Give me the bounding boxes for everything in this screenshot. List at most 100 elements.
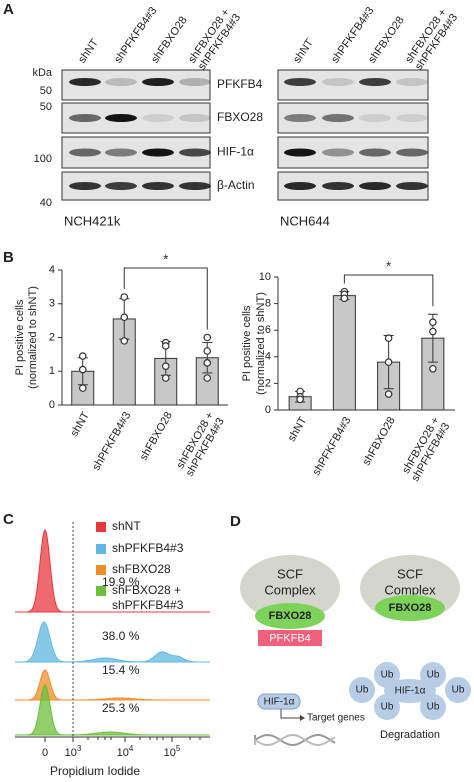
legend-label-line: shNT — [112, 519, 141, 533]
y-tick-label: 6 — [265, 324, 271, 336]
band — [322, 148, 354, 157]
panel-label: B — [3, 249, 14, 266]
protein-label: HIF-1α — [217, 145, 254, 159]
x-tick-label-line: shNT — [286, 415, 310, 444]
x-tick-label-line: shPFKFB4#3 — [90, 410, 133, 473]
band — [142, 182, 174, 190]
data-point — [78, 352, 87, 360]
lane-label: shNT — [291, 37, 316, 66]
lane-label: shFBXO28 — [149, 14, 190, 65]
band — [396, 114, 428, 122]
data-point — [384, 358, 393, 366]
complex-label: Complex — [384, 582, 436, 597]
hif-core — [384, 679, 436, 703]
ubiquitin — [420, 694, 446, 720]
ub-label: Ub — [427, 670, 440, 681]
x-tick-label: shFBXO28 — [360, 415, 397, 468]
protein-label: PFKFB4 — [217, 77, 263, 91]
x-tick-label: 104 — [117, 744, 134, 759]
x-tick-label: shNT — [68, 410, 92, 439]
data-point — [120, 337, 129, 345]
data-point — [120, 313, 129, 322]
size-marker: 100 — [34, 153, 52, 165]
y-axis-label: (normalized to shNT) — [27, 286, 39, 389]
band — [359, 78, 391, 86]
tick-base: 0 — [42, 747, 48, 759]
legend-swatch — [96, 586, 106, 596]
band — [105, 148, 137, 157]
data-point — [161, 342, 170, 350]
target-genes: Target genes — [307, 713, 365, 724]
data-point — [203, 374, 212, 382]
band — [396, 148, 428, 157]
band — [284, 114, 316, 122]
data-point — [296, 395, 304, 404]
band — [322, 182, 354, 190]
scf-complex — [240, 555, 340, 621]
ub-label: Ub — [381, 702, 394, 713]
hif-label: HIF-1α — [395, 686, 426, 697]
ubiquitin — [374, 662, 400, 688]
y-tick-label: 0 — [265, 404, 271, 416]
significance-bracket — [343, 274, 434, 307]
tick-exponent: 4 — [129, 744, 134, 753]
cell-line: NCH421k — [64, 213, 121, 228]
complex-label: SCF — [397, 566, 423, 581]
x-tick-label-line: shNT — [68, 410, 92, 439]
ub-label: Ub — [452, 685, 465, 696]
significance-bracket — [123, 267, 208, 330]
y-tick-label: 10 — [259, 271, 271, 283]
band — [142, 148, 174, 157]
band — [179, 78, 211, 86]
y-axis-label: (normalized to shNT) — [255, 292, 267, 395]
band — [142, 78, 174, 86]
x-tick-label: 105 — [164, 744, 181, 759]
fbxo28 — [375, 595, 445, 621]
x-tick-label: shFBXO28 +shPFKFB4#3 — [173, 410, 226, 479]
gate-percentage: 15.4 % — [102, 663, 140, 677]
ub-label: Ub — [427, 702, 440, 713]
legend-label: shPFKFB4#3 — [112, 541, 184, 555]
legend-label-line: shFBXO28 — [112, 562, 171, 576]
legend-label: shNT — [112, 519, 141, 533]
data-point — [429, 364, 437, 373]
complex-label: SCF — [277, 566, 303, 581]
y-tick-label: 0 — [49, 399, 55, 411]
panel-label: A — [3, 1, 14, 18]
significance-label: * — [163, 251, 168, 266]
panel-label: D — [230, 513, 241, 530]
tick-base: 10 — [65, 747, 77, 759]
band — [69, 148, 101, 157]
band — [359, 114, 391, 122]
y-tick-label: 4 — [265, 351, 271, 363]
panel-label: C — [3, 511, 14, 528]
legend-label-line: shFBXO28 + — [112, 583, 181, 597]
ubiquitin — [374, 694, 400, 720]
pfkfb4 — [258, 630, 322, 646]
lane-label-line: shFBXO28 — [149, 14, 190, 65]
y-tick-label: 3 — [49, 298, 55, 310]
significance-label: * — [386, 258, 391, 273]
legend-swatch — [96, 522, 106, 532]
data-point — [340, 294, 349, 303]
hif-box — [257, 693, 301, 710]
degradation-label: Degradation — [380, 729, 440, 741]
fbxo28 — [255, 603, 325, 629]
band — [69, 78, 101, 86]
tick-exponent: 5 — [176, 744, 181, 753]
gate-percentage: 19.9 % — [102, 575, 140, 589]
size-marker: 40 — [40, 197, 52, 209]
data-point — [161, 362, 170, 370]
protein-label: β-Actin — [217, 178, 255, 192]
band — [284, 78, 316, 86]
legend-label: shFBXO28 — [112, 562, 171, 576]
dna-strand — [254, 734, 336, 746]
band — [105, 78, 137, 86]
band — [105, 114, 137, 122]
ubiquitin — [420, 662, 446, 688]
band — [284, 182, 316, 190]
legend-swatch — [96, 565, 106, 575]
ubiquitin — [445, 677, 471, 703]
size-marker: 50 — [40, 101, 52, 113]
